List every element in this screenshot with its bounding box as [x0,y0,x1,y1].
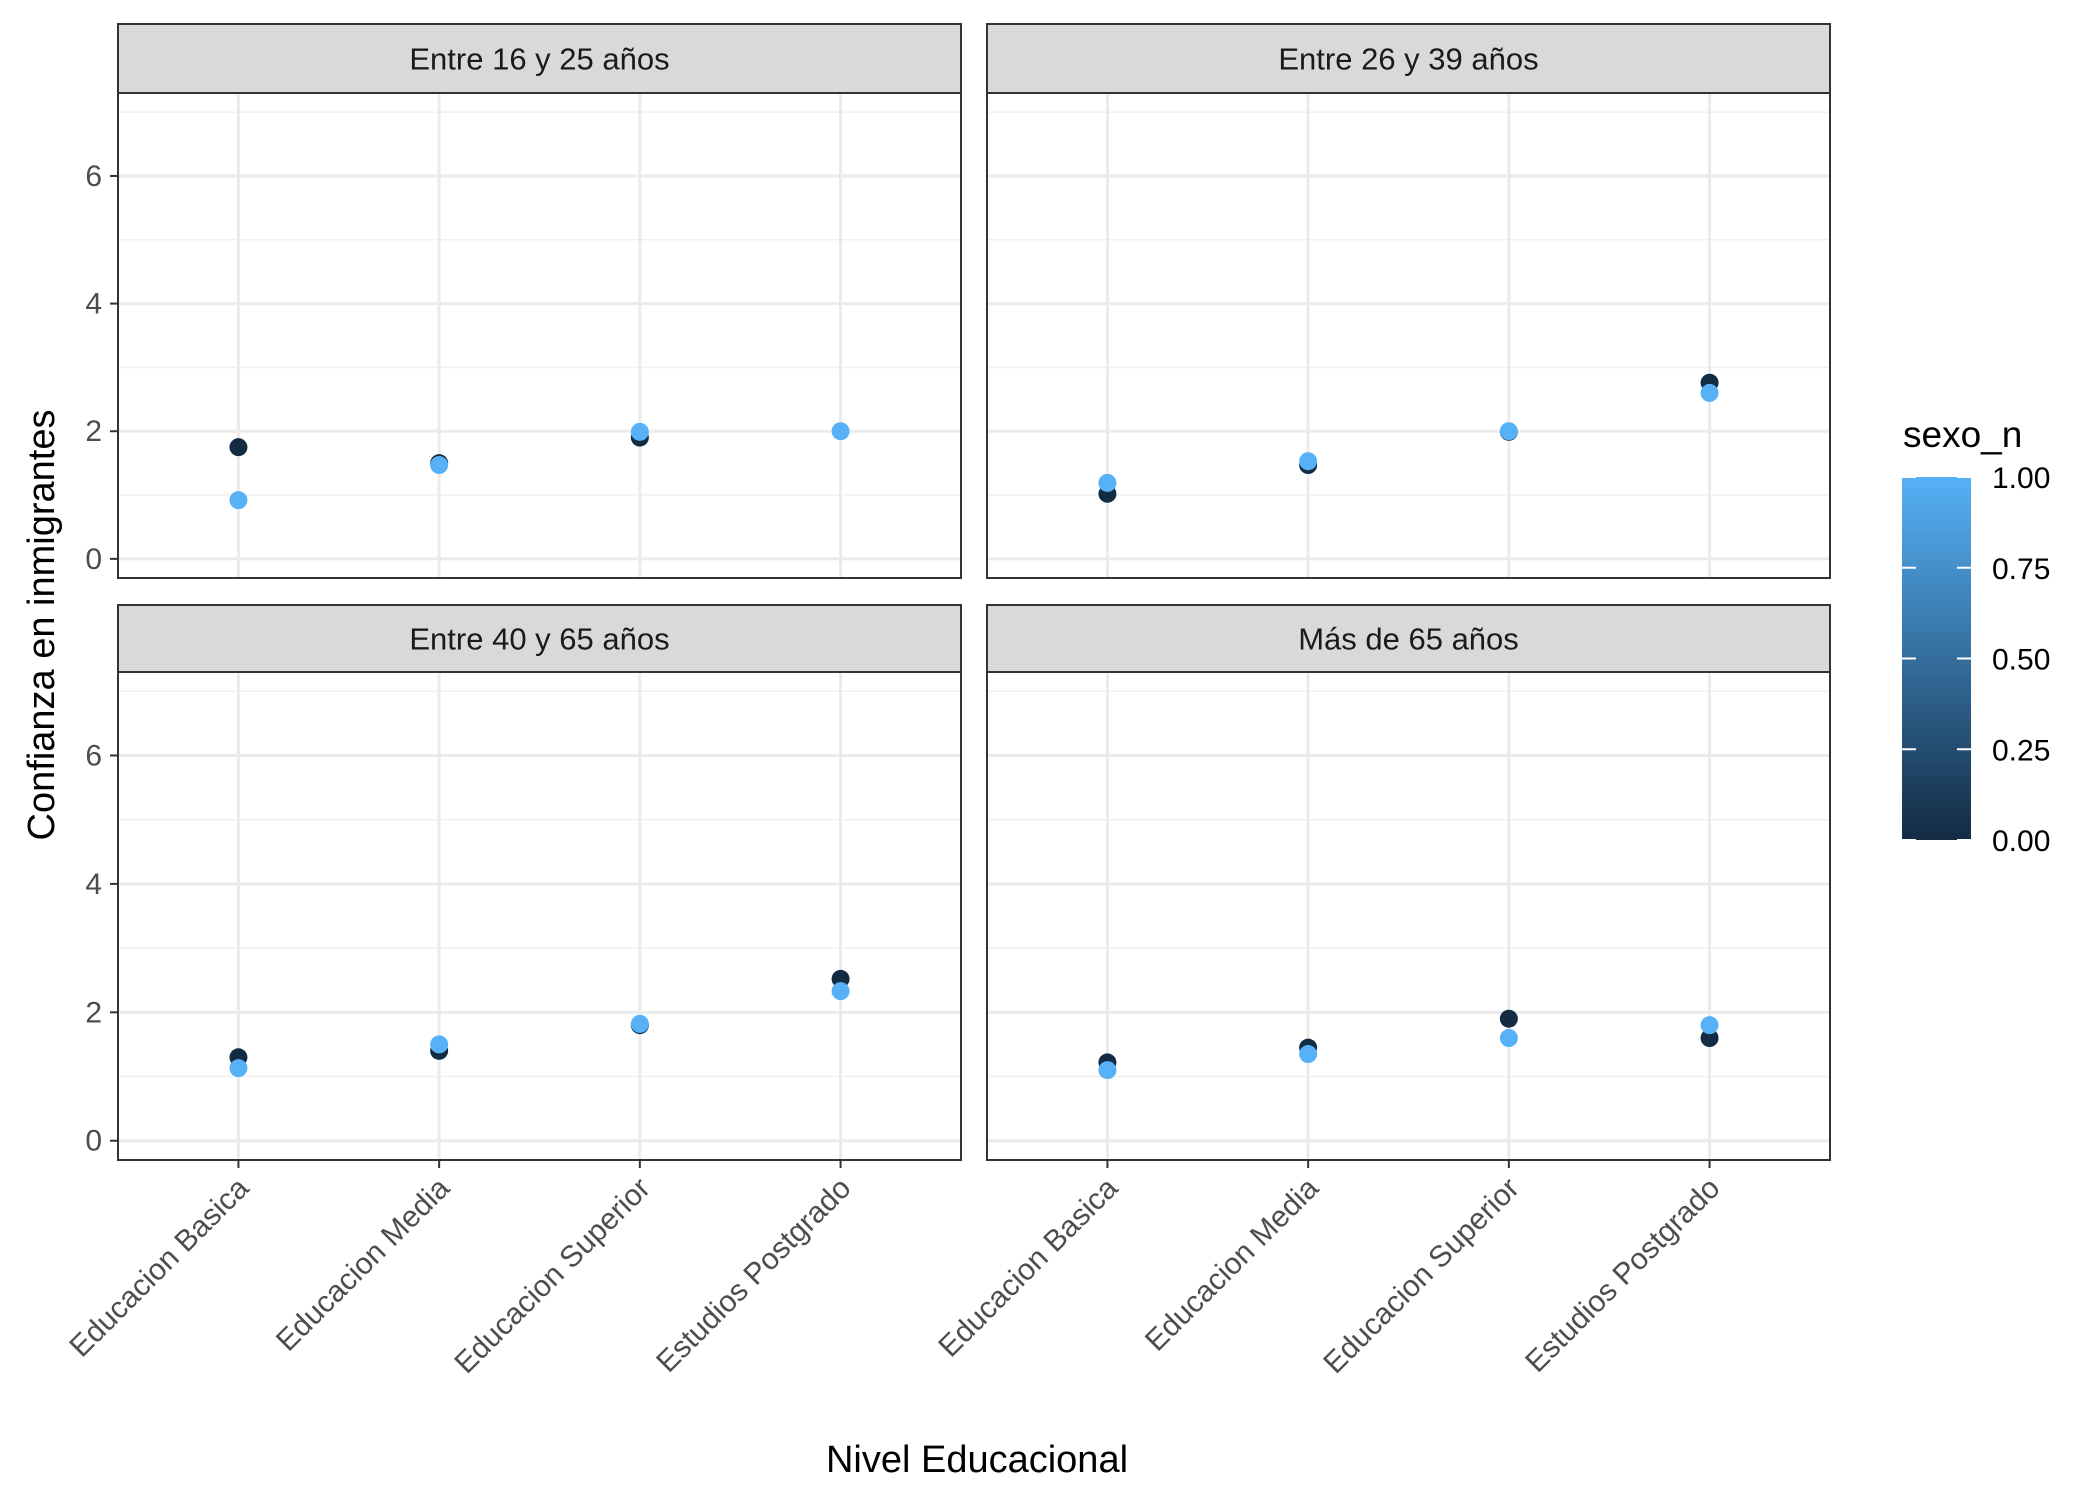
y-tick-label: 4 [85,288,102,321]
data-point [1299,452,1318,471]
y-tick-label: 6 [85,160,102,193]
legend-tick-label: 0.25 [1992,734,2050,767]
y-tick-label: 4 [85,868,102,901]
data-point [1700,383,1719,402]
facet-panel: Entre 26 y 39 años [986,23,1831,579]
data-point [1499,422,1518,441]
data-point [831,982,850,1001]
y-tick-label: 2 [85,996,102,1029]
y-tick-label: 0 [85,1125,102,1158]
facet-strip-label: Entre 16 y 25 años [409,42,669,77]
data-point [1499,1029,1518,1047]
data-point [229,491,248,510]
facet-strip [117,604,962,673]
x-tick-label: Educacion Media [270,1171,456,1357]
x-tick-label: Educacion Superior [448,1172,656,1380]
facet-strip [986,23,1831,94]
data-point [1700,1016,1719,1035]
data-point [630,422,649,441]
x-tick-label: Estudios Postgrado [1519,1172,1726,1379]
legend-tick-label: 0.00 [1992,825,2050,858]
facet-panel: Entre 16 y 25 años 0 2 4 6 [85,23,962,579]
y-axis-title: Confianza en inmigrantes [21,410,63,841]
panel-background [118,93,961,578]
panel-background [118,672,961,1160]
panel-background [987,93,1830,578]
data-point [831,422,850,441]
facet-strip [117,23,962,94]
x-tick-label: Educacion Basica [63,1171,255,1363]
x-tick-label: Estudios Postgrado [650,1172,857,1379]
data-point [1098,1061,1117,1080]
facet-panels: Entre 16 y 25 años 0 2 4 6 Entre 26 y 39 años… [63,23,1831,1380]
data-point [1299,1045,1318,1064]
data-point [430,456,449,475]
facet-strip-label: Más de 65 años [1298,622,1519,657]
y-tick-label: 0 [85,543,102,576]
legend-tick-label: 1.00 [1992,462,2050,495]
x-tick-label: Educacion Media [1139,1171,1325,1357]
data-point [229,1059,248,1078]
x-tick-label: Educacion Superior [1317,1172,1525,1380]
legend-tick-label: 0.75 [1992,553,2050,586]
data-point [430,1035,449,1054]
panel-background [987,672,1830,1160]
y-tick-label: 2 [85,415,102,448]
facet-strip-label: Entre 26 y 39 años [1278,42,1538,77]
data-point [630,1014,649,1033]
data-point [1499,1009,1518,1028]
facet-strip [986,604,1831,673]
legend-tick-label: 0.50 [1992,644,2050,677]
data-point [1700,1029,1719,1047]
color-legend: sexo_n 0.00 0.25 0.50 0.75 1.00 [1902,414,2050,858]
facet-strip-label: Entre 40 y 65 años [409,622,669,657]
x-axis-title: Nivel Educacional [826,1439,1128,1481]
data-point [1098,473,1117,492]
data-point [229,438,248,457]
y-tick-label: 6 [85,739,102,772]
x-tick-label: Educacion Basica [932,1171,1124,1363]
legend-title: sexo_n [1903,414,2022,455]
